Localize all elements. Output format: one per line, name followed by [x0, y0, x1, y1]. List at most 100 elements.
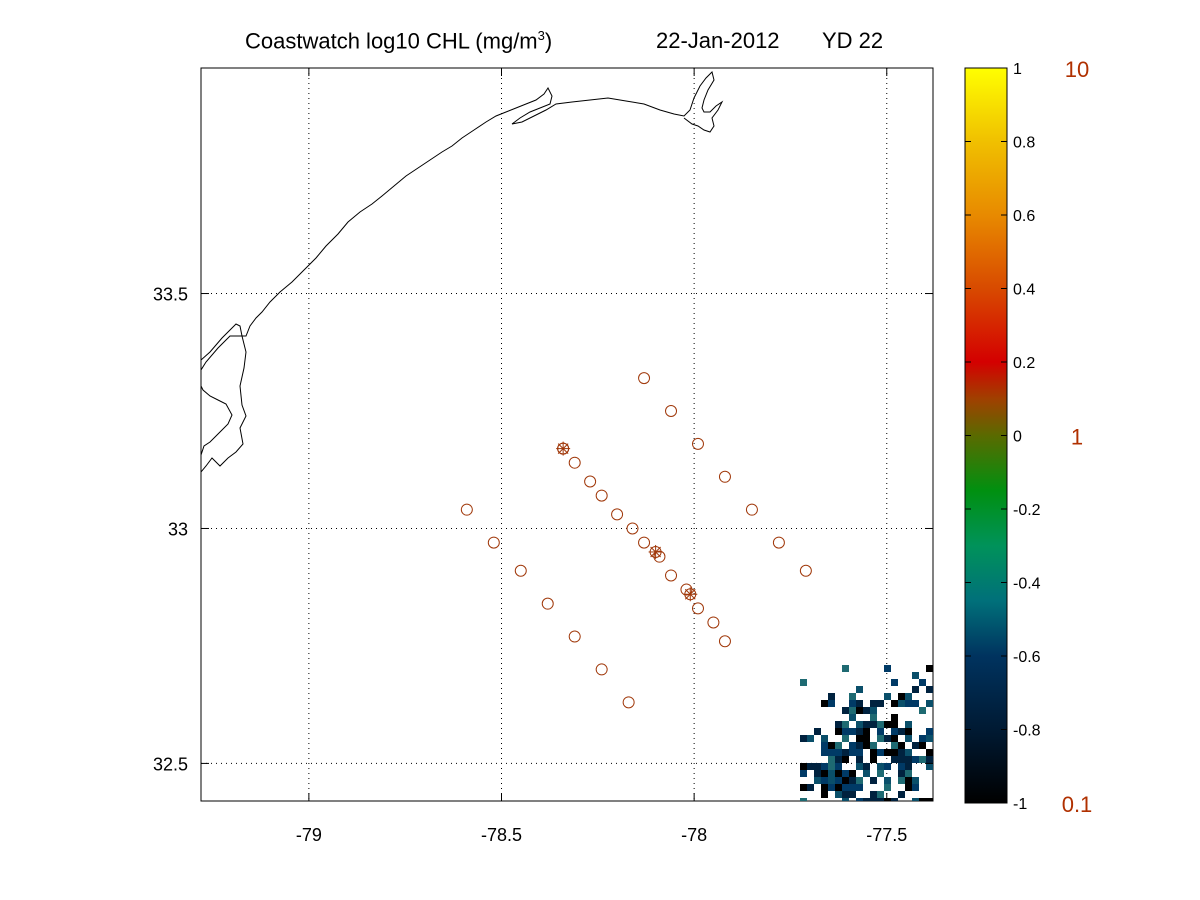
chl-pixel	[877, 749, 884, 756]
chl-pixel	[828, 742, 835, 749]
chl-pixel	[849, 700, 856, 707]
chl-pixel	[891, 700, 898, 707]
chl-pixel	[877, 770, 884, 777]
chl-pixel	[891, 728, 898, 735]
chl-pixel	[800, 735, 807, 742]
chl-pixel	[842, 784, 849, 791]
title-text: Coastwatch log10 CHL (mg/m	[245, 28, 538, 54]
chl-pixel	[884, 665, 891, 672]
chl-pixel	[863, 770, 870, 777]
station-markers	[460, 372, 812, 709]
chl-pixel	[912, 742, 919, 749]
lat-tick-label: 33	[168, 519, 188, 539]
station-circle	[611, 508, 624, 521]
chl-pixel	[926, 756, 933, 763]
lon-tick-label: -78.5	[481, 825, 522, 845]
chl-pixel	[912, 672, 919, 679]
chl-pixel	[912, 798, 919, 801]
chl-pixel	[877, 763, 884, 770]
chl-pixel	[912, 777, 919, 784]
chl-pixel	[926, 763, 933, 770]
chl-pixel	[863, 721, 870, 728]
chl-pixel	[828, 756, 835, 763]
chl-pixel	[905, 763, 912, 770]
chl-pixel	[821, 791, 828, 798]
chl-pixel	[807, 735, 814, 742]
station-star	[683, 587, 698, 602]
chl-pixel	[842, 770, 849, 777]
station-circle	[514, 564, 527, 577]
station-circle	[653, 550, 666, 563]
station-circle	[541, 597, 554, 610]
chl-pixel	[898, 700, 905, 707]
title-superscript: 3	[537, 28, 545, 43]
chl-pixel	[919, 742, 926, 749]
station-star	[648, 544, 663, 559]
chl-pixel	[842, 707, 849, 714]
chl-pixel	[835, 770, 842, 777]
chl-pixel	[821, 742, 828, 749]
chl-pixel	[814, 763, 821, 770]
chl-pixel	[870, 798, 877, 801]
chl-pixel	[849, 791, 856, 798]
chl-pixel	[877, 735, 884, 742]
station-circle	[707, 616, 720, 629]
chl-pixel	[856, 735, 863, 742]
chl-pixel	[821, 749, 828, 756]
chl-pixel	[919, 756, 926, 763]
colorbar-tick-label: -1	[1013, 796, 1027, 813]
chl-pixel	[905, 777, 912, 784]
chl-pixel	[828, 777, 835, 784]
chl-pixel	[821, 784, 828, 791]
chl-pixel	[856, 686, 863, 693]
colorbar-tick-label: 0.4	[1013, 282, 1035, 299]
station-circle	[638, 536, 651, 549]
chl-pixel	[891, 798, 898, 801]
chl-pixel	[898, 791, 905, 798]
chl-pixel	[919, 707, 926, 714]
chl-pixel	[926, 735, 933, 742]
chl-pixel	[856, 742, 863, 749]
title-yearday: YD 22	[822, 28, 884, 53]
chl-pixel	[870, 714, 877, 721]
station-circle	[665, 569, 678, 582]
chl-pixel	[814, 777, 821, 784]
chl-pixel	[884, 749, 891, 756]
colorbar-tick-label: -0.6	[1013, 649, 1041, 666]
chl-pixel	[863, 735, 870, 742]
chl-pixel	[884, 693, 891, 700]
station-circle	[487, 536, 500, 549]
chl-pixel	[842, 798, 849, 801]
colorbar-scale	[964, 67, 1008, 804]
concentration-label: 10	[1065, 57, 1089, 82]
chl-pixel	[828, 693, 835, 700]
chl-pixel	[891, 679, 898, 686]
chl-pixel	[926, 728, 933, 735]
colorbar-tick-label: 0.8	[1013, 135, 1035, 152]
chl-pixel	[870, 777, 877, 784]
station-circle	[626, 522, 639, 535]
chl-pixel	[842, 665, 849, 672]
map-frame	[200, 67, 934, 802]
chl-pixel	[891, 714, 898, 721]
chl-pixel	[856, 756, 863, 763]
chl-pixel	[800, 770, 807, 777]
chl-pixel	[884, 763, 891, 770]
chl-pixel	[807, 763, 814, 770]
colorbar-tick-label: 0.6	[1013, 208, 1035, 225]
chl-pixel	[926, 686, 933, 693]
chl-pixel	[884, 784, 891, 791]
chl-pixel	[835, 784, 842, 791]
chl-pixel	[912, 700, 919, 707]
station-circle	[584, 475, 597, 488]
chl-pixel	[891, 756, 898, 763]
chl-pixel	[863, 798, 870, 801]
chl-pixel	[919, 798, 926, 801]
chl-pixel	[856, 707, 863, 714]
station-circle	[745, 503, 758, 516]
chl-pixel	[856, 763, 863, 770]
chl-pixel	[807, 784, 814, 791]
chl-pixel	[905, 770, 912, 777]
chl-pixel	[877, 728, 884, 735]
